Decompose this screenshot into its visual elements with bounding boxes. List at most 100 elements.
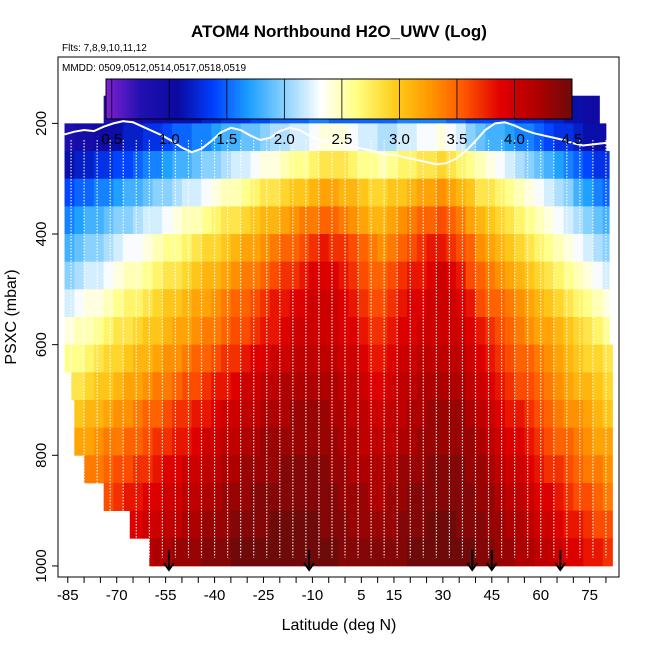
- heatmap-cell: [103, 427, 114, 456]
- heatmap-cell: [309, 510, 320, 539]
- heatmap-cell: [553, 151, 564, 180]
- heatmap-cell: [387, 123, 398, 152]
- heatmap-cell: [142, 261, 153, 290]
- heatmap-cell: [573, 95, 584, 124]
- heatmap-cell: [270, 151, 281, 180]
- x-tick-label: 5: [357, 587, 365, 604]
- colorbar-segment: [178, 79, 183, 119]
- heatmap-cell: [64, 317, 75, 346]
- colorbar-segment: [397, 79, 401, 119]
- colorbar-segment: [344, 79, 349, 119]
- heatmap-cell: [191, 123, 202, 152]
- heatmap-cell: [191, 455, 202, 484]
- heatmap-cell: [221, 399, 232, 429]
- heatmap-cell: [455, 317, 467, 346]
- heatmap-cell: [543, 151, 555, 180]
- heatmap-cell: [387, 344, 398, 373]
- heatmap-cell: [172, 538, 183, 567]
- heatmap-cell: [367, 399, 379, 429]
- heatmap-cell: [367, 538, 379, 567]
- x-tick-label: -10: [302, 587, 324, 604]
- heatmap-cell: [563, 455, 574, 484]
- sonde-arrow: [163, 549, 175, 572]
- heatmap-cell: [270, 538, 281, 567]
- heatmap-cell: [348, 289, 359, 318]
- heatmap-cell: [583, 399, 594, 429]
- heatmap-cell: [465, 372, 476, 401]
- heatmap-cell: [348, 455, 359, 484]
- heatmap-cell: [514, 317, 525, 346]
- heatmap-cell: [436, 538, 447, 567]
- colorbar-segment: [315, 79, 320, 119]
- heatmap-cell: [348, 538, 359, 567]
- heatmap-cell: [230, 372, 242, 401]
- colorbar-segment: [403, 79, 407, 119]
- colorbar-segment: [391, 79, 395, 119]
- heatmap-cell: [328, 289, 339, 318]
- heatmap-cell: [416, 261, 427, 290]
- heatmap-cell: [602, 538, 613, 567]
- heatmap-cell: [592, 95, 600, 124]
- heatmap-cell: [211, 289, 222, 318]
- x-tick-label: 45: [483, 587, 500, 604]
- heatmap-cell: [240, 123, 251, 152]
- heatmap-cell: [103, 317, 114, 346]
- heatmap-cell: [455, 538, 467, 567]
- heatmap-cell: [573, 427, 584, 456]
- heatmap-cell: [123, 399, 134, 429]
- colorbar-segment: [187, 79, 191, 119]
- tropopause-line: [64, 120, 613, 166]
- heatmap-cell: [475, 261, 486, 290]
- heatmap-cell: [495, 289, 506, 318]
- heatmap-cell: [455, 427, 467, 456]
- heatmap-cell: [201, 289, 212, 318]
- heatmap-cell: [367, 317, 379, 346]
- heatmap-cell: [113, 234, 124, 263]
- colorbar-segment: [126, 79, 130, 119]
- heatmap-cell: [602, 399, 613, 429]
- heatmap-cell: [270, 206, 281, 235]
- y-tick-label: 800: [33, 443, 50, 468]
- colorbar-segment: [339, 79, 343, 119]
- heatmap-cell: [367, 344, 379, 373]
- heatmap-cell: [504, 399, 516, 429]
- heatmap-cell: [270, 261, 281, 290]
- heatmap-cell: [74, 399, 85, 429]
- heatmap-cell: [514, 399, 525, 429]
- heatmap-cell: [289, 206, 300, 235]
- heatmap-cell: [318, 317, 330, 346]
- colorbar-segment: [155, 79, 159, 119]
- heatmap-cell: [543, 289, 555, 318]
- heatmap-cell: [475, 317, 486, 346]
- heatmap-cell: [123, 344, 134, 373]
- heatmap-cell: [250, 538, 261, 567]
- heatmap-cell: [260, 538, 271, 567]
- heatmap-cell: [84, 455, 95, 484]
- heatmap-cell: [211, 510, 222, 539]
- heatmap-cell: [573, 317, 584, 346]
- heatmap-cell: [211, 151, 222, 180]
- heatmap-cell: [583, 206, 594, 235]
- x-tick-label: -85: [57, 587, 79, 604]
- colorbar-segment: [502, 79, 506, 119]
- heatmap-cell: [592, 317, 604, 346]
- colorbar-segment: [513, 79, 518, 119]
- heatmap-cell: [201, 538, 212, 567]
- heatmap-cell: [436, 123, 447, 152]
- heatmap-cell: [416, 206, 427, 235]
- heatmap-cell: [201, 510, 212, 539]
- heatmap-cell: [289, 151, 300, 180]
- colorbar-segment: [283, 79, 288, 119]
- heatmap-cell: [240, 289, 251, 318]
- heatmap-cell: [514, 538, 525, 567]
- colorbar-segment: [542, 79, 547, 119]
- colorbar-segment: [184, 79, 189, 119]
- heatmap-cell: [397, 151, 408, 180]
- heatmap-cell: [93, 317, 105, 346]
- heatmap-cell: [260, 206, 271, 235]
- heatmap-cell: [504, 317, 516, 346]
- heatmap-cell: [436, 399, 447, 429]
- heatmap-cell: [358, 510, 369, 539]
- colorbar-segment: [522, 79, 526, 119]
